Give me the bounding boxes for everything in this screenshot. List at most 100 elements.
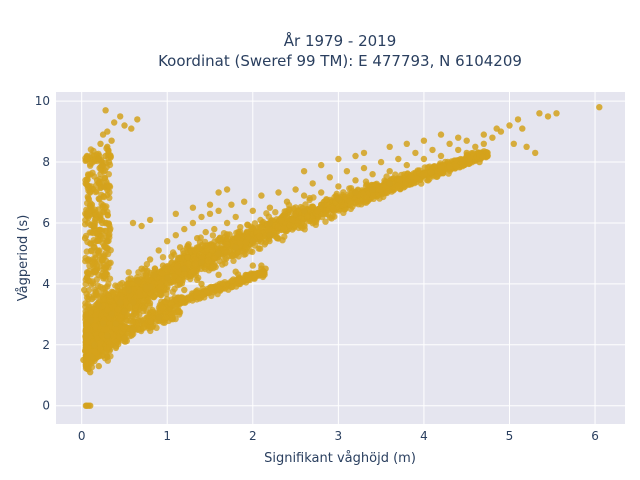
data-point <box>155 314 162 321</box>
data-point <box>93 177 101 184</box>
data-point <box>172 232 179 239</box>
data-point <box>202 228 209 236</box>
data-point <box>326 174 333 181</box>
data-point <box>175 254 182 262</box>
data-point <box>104 353 111 361</box>
data-point <box>99 320 107 327</box>
data-point <box>242 239 250 246</box>
data-point <box>292 186 299 193</box>
y-tick-label: 2 <box>42 338 50 352</box>
data-point <box>95 362 103 370</box>
data-point <box>164 266 171 273</box>
data-point <box>455 134 462 141</box>
data-point <box>206 210 214 217</box>
data-point <box>300 192 308 199</box>
data-point <box>202 248 209 255</box>
data-point <box>249 207 256 214</box>
data-point <box>362 178 370 185</box>
data-point <box>159 304 166 312</box>
data-point <box>264 226 271 233</box>
y-axis-title: Vågperiod (s) <box>16 215 31 302</box>
data-point <box>463 149 470 157</box>
data-point <box>249 238 256 245</box>
data-point <box>195 274 202 282</box>
data-point <box>280 225 288 232</box>
data-point <box>81 235 89 242</box>
data-point <box>127 275 134 282</box>
data-point <box>102 152 109 160</box>
data-point <box>230 257 237 264</box>
data-point <box>274 223 282 231</box>
data-point <box>191 247 198 254</box>
data-point <box>168 300 175 308</box>
data-point <box>234 234 241 241</box>
data-point <box>228 201 235 208</box>
data-point <box>216 257 223 265</box>
data-point <box>300 207 308 214</box>
data-point <box>207 243 215 250</box>
data-point <box>219 280 226 287</box>
x-tick-label: 0 <box>78 429 86 443</box>
data-point <box>158 270 166 277</box>
data-point <box>101 264 109 271</box>
data-point <box>318 161 325 169</box>
data-point <box>117 113 124 120</box>
data-point <box>369 193 377 200</box>
data-point <box>329 205 337 212</box>
data-point <box>111 325 119 332</box>
data-point <box>352 152 359 160</box>
data-point <box>421 164 428 171</box>
data-point <box>283 213 291 221</box>
data-point <box>104 212 112 219</box>
data-point <box>85 196 93 203</box>
data-point <box>176 244 184 251</box>
data-point <box>148 323 155 331</box>
data-point <box>100 193 108 201</box>
data-point <box>83 321 90 328</box>
data-point <box>232 213 239 221</box>
data-point <box>211 225 218 233</box>
data-point <box>187 295 195 302</box>
data-point <box>102 270 110 277</box>
data-point <box>323 196 330 203</box>
data-point <box>181 286 188 294</box>
data-point <box>369 186 376 193</box>
data-point <box>184 254 191 261</box>
data-point <box>178 296 185 303</box>
data-point <box>86 229 94 236</box>
data-point <box>362 199 370 206</box>
data-point <box>303 213 311 220</box>
data-point <box>93 247 101 254</box>
data-point <box>91 222 98 230</box>
data-point <box>519 125 526 132</box>
data-point <box>214 242 221 249</box>
data-point <box>164 295 171 303</box>
y-tick-label: 10 <box>35 94 50 108</box>
data-point <box>215 207 222 214</box>
data-point <box>352 189 359 196</box>
data-point <box>146 216 154 224</box>
data-point <box>190 268 197 275</box>
data-point <box>335 195 342 202</box>
data-point <box>237 228 244 235</box>
data-point <box>256 233 263 240</box>
data-point <box>134 116 141 123</box>
data-point <box>275 189 282 196</box>
data-point <box>438 163 445 171</box>
data-point <box>149 306 156 314</box>
data-point <box>91 348 98 355</box>
data-point <box>429 146 436 154</box>
y-tick-label: 8 <box>42 155 50 169</box>
data-point <box>101 242 108 250</box>
data-point <box>479 153 486 161</box>
data-point <box>480 131 487 138</box>
data-point <box>105 220 112 227</box>
data-point <box>322 218 329 225</box>
data-point <box>386 143 393 150</box>
data-point <box>310 218 317 225</box>
data-point <box>360 164 368 172</box>
data-point <box>514 116 522 123</box>
data-point <box>181 225 188 233</box>
data-point <box>347 185 355 192</box>
data-point <box>215 189 222 196</box>
